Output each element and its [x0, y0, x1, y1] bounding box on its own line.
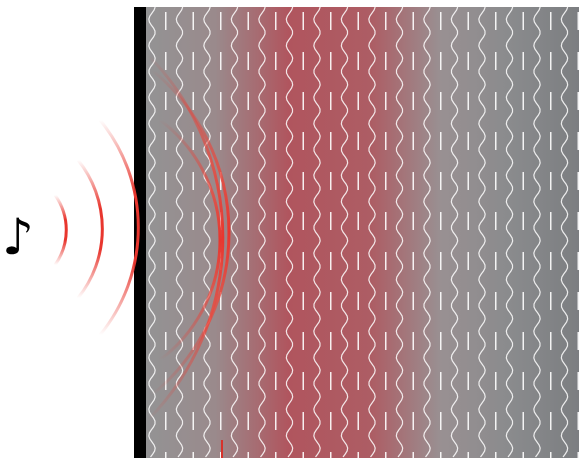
medium-strand: [285, 7, 294, 458]
medium-strand: [395, 7, 404, 458]
medium-strand: [450, 7, 459, 458]
medium-strand: [478, 7, 486, 458]
medium-strand: [423, 7, 431, 458]
music-note-icon: ♪: [2, 208, 34, 266]
transmitted-waves: [146, 53, 231, 422]
medium-strand: [258, 7, 266, 458]
medium-strand: [505, 7, 514, 458]
medium-strand: [533, 7, 541, 458]
medium-strand: [203, 7, 211, 458]
medium-strand: [230, 7, 239, 458]
wall: [134, 7, 146, 458]
medium-strand: [313, 7, 321, 458]
incoming-wave-arc: [53, 194, 68, 266]
medium-strand: [340, 7, 349, 458]
medium-block: [146, 7, 579, 458]
medium-strand: [560, 7, 569, 458]
medium-strand: [148, 7, 156, 458]
medium-strand: [368, 7, 376, 458]
medium-strand: [175, 7, 184, 458]
incoming-wave-arc: [98, 119, 140, 336]
transmitted-wave-arc: [146, 53, 225, 422]
incoming-wave-arc: [76, 159, 104, 299]
transmitted-wave-arc: [159, 118, 222, 362]
incoming-waves: [53, 119, 140, 336]
